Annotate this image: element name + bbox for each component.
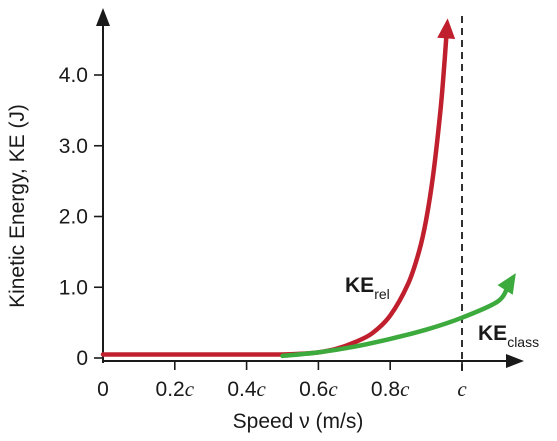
x-tick-value: 0.8 — [371, 378, 400, 401]
x-tick-value: 0.6 — [299, 378, 328, 401]
x-axis-arrowhead — [506, 354, 524, 368]
series-label-subscript: rel — [374, 286, 390, 302]
series-label-main: KE — [478, 322, 507, 345]
series-layer — [100, 18, 516, 359]
x-tick-unit: c — [457, 377, 467, 401]
x-tick-label: 0.8c — [371, 377, 410, 401]
x-tick-label: 0.2c — [156, 377, 195, 401]
series-arrowhead-keclass — [497, 273, 516, 295]
series-label-keclass: KEclass — [478, 322, 539, 350]
y-tick-label: 1.0 — [59, 276, 88, 299]
series-label-kerel: KErel — [345, 274, 390, 302]
axis-ticks: 0 0.2c 0.4c 0.6c 0.8c c01.02.03.04.0 — [59, 16, 467, 401]
x-tick-unit: c — [185, 377, 195, 401]
x-tick-unit: c — [400, 377, 410, 401]
y-tick-label: 0 — [76, 347, 88, 370]
x-tick-value: 0.2 — [156, 378, 185, 401]
x-tick-unit: c — [257, 377, 267, 401]
x-tick-label: 0 — [97, 378, 109, 401]
x-tick-label: c — [457, 377, 467, 401]
x-axis-title: Speed ν (m/s) — [233, 410, 364, 433]
series-arrowhead-kerel — [437, 18, 456, 39]
x-tick-value: 0.4 — [227, 378, 257, 401]
x-tick-label: 0.6c — [299, 377, 338, 401]
x-tick-value: 0 — [97, 378, 109, 401]
series-label-subscript: class — [507, 334, 539, 350]
y-axis-arrowhead — [96, 8, 110, 26]
y-tick-label: 3.0 — [59, 135, 88, 158]
y-axis-title: Kinetic Energy, KE (J) — [6, 104, 29, 308]
y-tick-label: 2.0 — [59, 206, 88, 229]
series-line-kerel — [100, 30, 449, 357]
series-line-keclass — [280, 282, 511, 359]
x-tick-unit: c — [328, 377, 338, 401]
x-tick-label: 0.4c — [227, 377, 266, 401]
y-tick-label: 4.0 — [59, 64, 88, 87]
series-label-main: KE — [345, 274, 374, 297]
